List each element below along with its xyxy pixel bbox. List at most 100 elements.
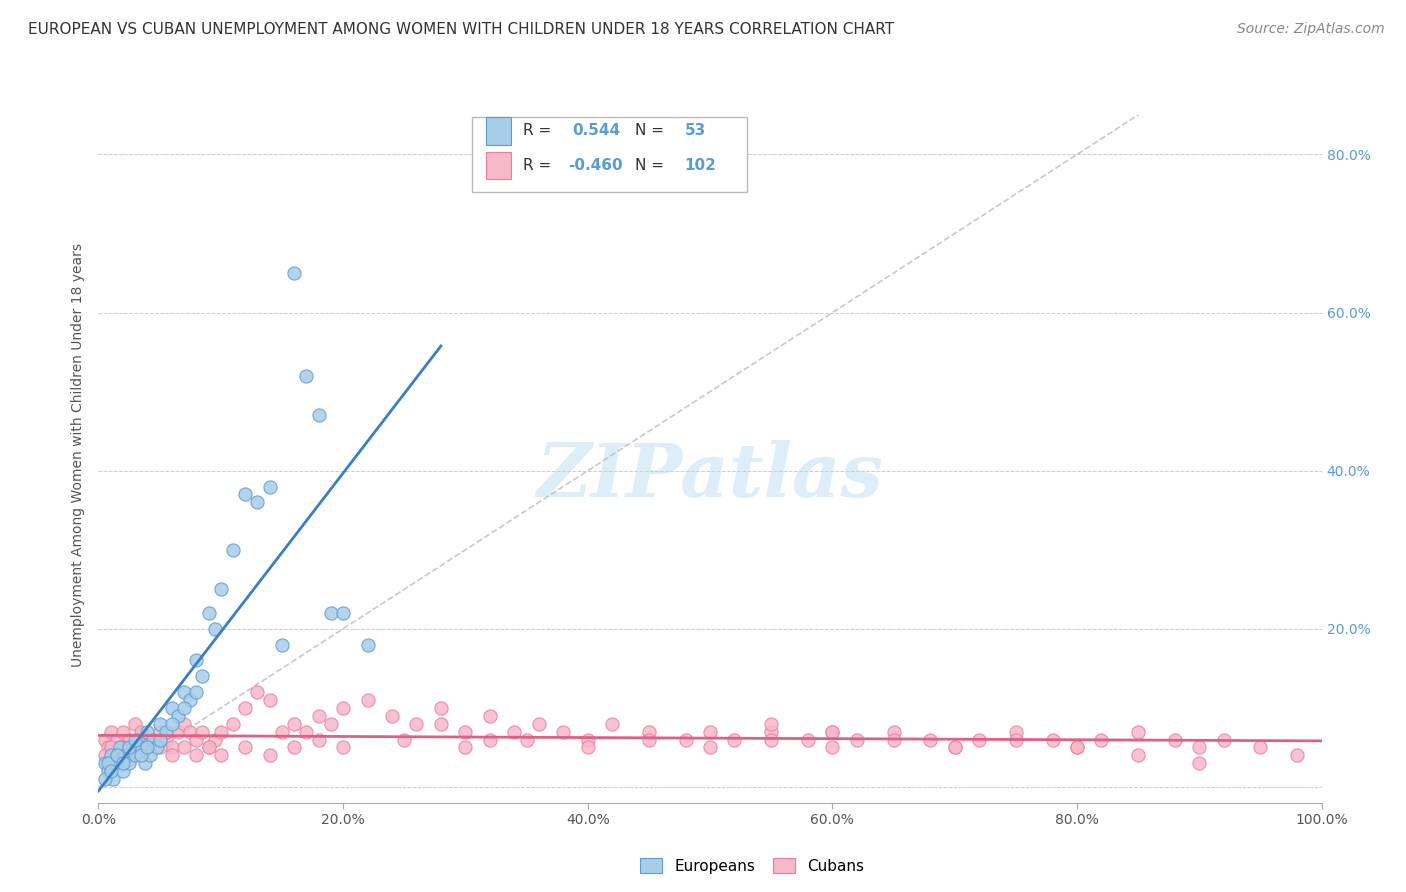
Point — [136, 740, 159, 755]
Point — [129, 748, 152, 763]
Point — [136, 740, 159, 755]
Point — [93, 756, 115, 771]
Point — [197, 740, 219, 755]
Point — [149, 732, 172, 747]
Point — [149, 724, 172, 739]
Point — [118, 748, 141, 763]
Point — [173, 685, 195, 699]
Point — [259, 748, 281, 763]
Point — [356, 638, 378, 652]
Point — [110, 740, 132, 755]
Point — [191, 724, 214, 739]
Point — [110, 740, 132, 755]
Point — [111, 724, 134, 739]
Point — [1188, 740, 1211, 755]
Point — [967, 732, 990, 747]
Point — [149, 740, 172, 755]
Point — [233, 740, 256, 755]
Point — [186, 732, 208, 747]
Point — [111, 764, 134, 779]
Point — [723, 732, 745, 747]
Text: Source: ZipAtlas.com: Source: ZipAtlas.com — [1237, 22, 1385, 37]
Point — [246, 685, 269, 699]
Point — [638, 724, 661, 739]
Point — [576, 732, 599, 747]
Point — [222, 542, 245, 557]
Point — [270, 724, 294, 739]
Point — [209, 748, 232, 763]
Point — [197, 740, 219, 755]
Point — [821, 740, 844, 755]
Point — [319, 606, 342, 620]
Point — [121, 740, 143, 755]
Point — [139, 748, 162, 763]
Point — [1004, 732, 1026, 747]
Point — [127, 732, 149, 747]
Point — [142, 732, 165, 747]
Point — [845, 732, 868, 747]
Point — [160, 748, 183, 763]
Point — [124, 732, 146, 747]
Point — [576, 740, 599, 755]
Point — [797, 732, 820, 747]
FancyBboxPatch shape — [486, 117, 510, 145]
Point — [761, 716, 783, 731]
Point — [332, 740, 354, 755]
Point — [283, 740, 305, 755]
Point — [283, 716, 305, 731]
Point — [179, 724, 201, 739]
Point — [283, 266, 305, 280]
Point — [600, 716, 623, 731]
Text: N =: N = — [636, 123, 669, 138]
Point — [699, 740, 721, 755]
Point — [308, 409, 330, 423]
Point — [100, 740, 122, 755]
Point — [332, 701, 354, 715]
Point — [295, 724, 318, 739]
Point — [392, 732, 416, 747]
Point — [118, 732, 141, 747]
Point — [883, 732, 905, 747]
Point — [186, 685, 208, 699]
Point — [430, 716, 453, 731]
Point — [295, 368, 318, 383]
Point — [204, 732, 226, 747]
Text: N =: N = — [636, 158, 669, 173]
Point — [100, 724, 122, 739]
Legend: Europeans, Cubans: Europeans, Cubans — [634, 852, 870, 880]
Point — [134, 756, 156, 771]
Point — [146, 740, 169, 755]
Point — [105, 748, 128, 763]
Point — [259, 479, 281, 493]
Point — [1286, 748, 1309, 763]
Text: R =: R = — [523, 158, 555, 173]
Point — [124, 748, 146, 763]
Point — [105, 732, 128, 747]
Text: R =: R = — [523, 123, 555, 138]
Point — [101, 772, 124, 786]
Point — [527, 716, 550, 731]
Point — [821, 724, 844, 739]
Point — [111, 740, 134, 755]
Point — [478, 732, 501, 747]
Point — [246, 495, 269, 509]
Point — [821, 724, 844, 739]
Point — [93, 748, 115, 763]
Point — [111, 756, 134, 771]
Point — [93, 772, 115, 786]
Point — [381, 708, 404, 723]
Point — [129, 740, 152, 755]
Point — [1090, 732, 1112, 747]
FancyBboxPatch shape — [486, 152, 510, 179]
Point — [100, 748, 122, 763]
Text: EUROPEAN VS CUBAN UNEMPLOYMENT AMONG WOMEN WITH CHILDREN UNDER 18 YEARS CORRELAT: EUROPEAN VS CUBAN UNEMPLOYMENT AMONG WOM… — [28, 22, 894, 37]
Point — [173, 740, 195, 755]
Point — [105, 748, 128, 763]
Point — [1164, 732, 1187, 747]
Point — [209, 724, 232, 739]
Point — [1004, 724, 1026, 739]
Point — [259, 693, 281, 707]
Point — [160, 701, 183, 715]
Point — [105, 756, 128, 771]
Point — [430, 701, 453, 715]
